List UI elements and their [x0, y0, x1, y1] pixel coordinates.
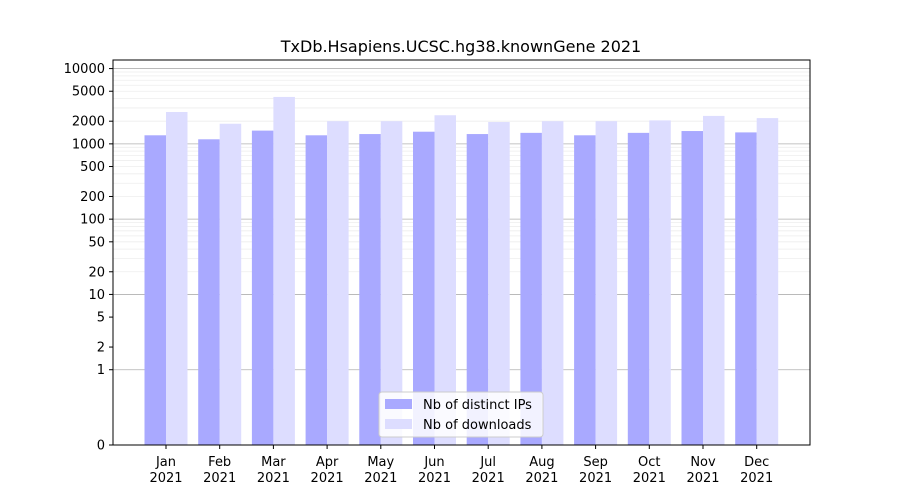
- x-tick-label-month: Sep: [583, 455, 608, 470]
- legend-label: Nb of downloads: [423, 418, 532, 433]
- bar: [413, 131, 435, 445]
- bar: [541, 121, 564, 445]
- bar: [380, 121, 403, 445]
- x-tick-label-year: 2021: [579, 471, 612, 486]
- x-tick-label-month: May: [367, 455, 394, 470]
- bar: [198, 139, 220, 446]
- y-tick-label: 100: [80, 213, 105, 228]
- x-tick-label-year: 2021: [257, 471, 290, 486]
- bar-series: [144, 96, 779, 446]
- axes: [112, 59, 811, 446]
- y-tick-label: 2: [97, 341, 105, 356]
- y-tick-label: 5000: [72, 85, 105, 100]
- x-tick-label-year: 2021: [149, 471, 182, 486]
- bar: [273, 96, 295, 445]
- x-tick-label-month: Feb: [208, 455, 231, 470]
- y-axis-ticks: 0 1 2 5 10 20 50 100 200 500 1000 2000 5000 10000: [64, 62, 113, 454]
- x-tick-label-month: Jun: [423, 455, 444, 470]
- x-tick-label-month: Nov: [690, 455, 716, 470]
- x-tick-label-year: 2021: [740, 471, 773, 486]
- y-tick-label: 500: [80, 160, 105, 175]
- bar: [219, 123, 242, 446]
- bar: [466, 134, 489, 446]
- bar: [756, 118, 779, 446]
- bar: [703, 115, 725, 445]
- bar: [735, 132, 757, 446]
- bar: [681, 131, 703, 445]
- x-axis-ticks: Jan2021Feb2021Mar2021Apr2021May2021Jun20…: [149, 445, 773, 486]
- bar: [327, 121, 349, 445]
- x-tick-label-month: Aug: [529, 455, 554, 470]
- bar: [144, 135, 166, 445]
- bar: [649, 120, 671, 445]
- x-tick-label-year: 2021: [311, 471, 344, 486]
- x-tick-label-year: 2021: [364, 471, 397, 486]
- bar: [595, 121, 618, 445]
- x-tick-label-month: Jan: [155, 455, 176, 470]
- bar: [627, 132, 650, 445]
- x-tick-label-year: 2021: [472, 471, 505, 486]
- x-tick-label-year: 2021: [686, 471, 719, 486]
- x-tick-label-year: 2021: [525, 471, 558, 486]
- x-tick-label-year: 2021: [633, 471, 666, 486]
- y-tick-label: 50: [88, 235, 105, 250]
- bar: [434, 115, 456, 445]
- y-tick-label: 1: [97, 363, 105, 378]
- x-tick-label-year: 2021: [418, 471, 451, 486]
- y-tick-label: 0: [97, 439, 105, 454]
- legend-label: Nb of distinct IPs: [423, 398, 532, 413]
- bar: [574, 135, 596, 445]
- x-tick-label-month: Oct: [638, 455, 660, 470]
- bar: [488, 122, 510, 445]
- y-tick-label: 10: [88, 288, 105, 303]
- x-tick-label-month: Dec: [744, 455, 769, 470]
- legend-swatch: [385, 419, 412, 429]
- x-tick-label-month: Apr: [316, 455, 339, 470]
- chart-title: TxDb.Hsapiens.UCSC.hg38.knownGene 2021: [280, 37, 641, 56]
- x-tick-label-year: 2021: [203, 471, 236, 486]
- y-tick-label: 20: [88, 265, 105, 280]
- y-tick-label: 10000: [64, 62, 105, 77]
- x-tick-label-month: Mar: [261, 455, 286, 470]
- bar: [305, 135, 328, 445]
- y-tick-label: 200: [80, 190, 105, 205]
- y-tick-label: 1000: [72, 137, 105, 152]
- y-tick-label: 5: [97, 311, 105, 326]
- legend-swatch: [385, 399, 412, 409]
- x-tick-label-month: Jul: [479, 455, 496, 470]
- bar: [520, 132, 542, 445]
- legend-box: [378, 391, 544, 438]
- plot-frame: [112, 59, 811, 446]
- y-tick-label: 2000: [72, 115, 105, 130]
- bar: [359, 134, 381, 446]
- bar: [166, 111, 188, 446]
- bar: [251, 130, 274, 446]
- legend: Nb of distinct IPs Nb of downloads: [378, 391, 544, 438]
